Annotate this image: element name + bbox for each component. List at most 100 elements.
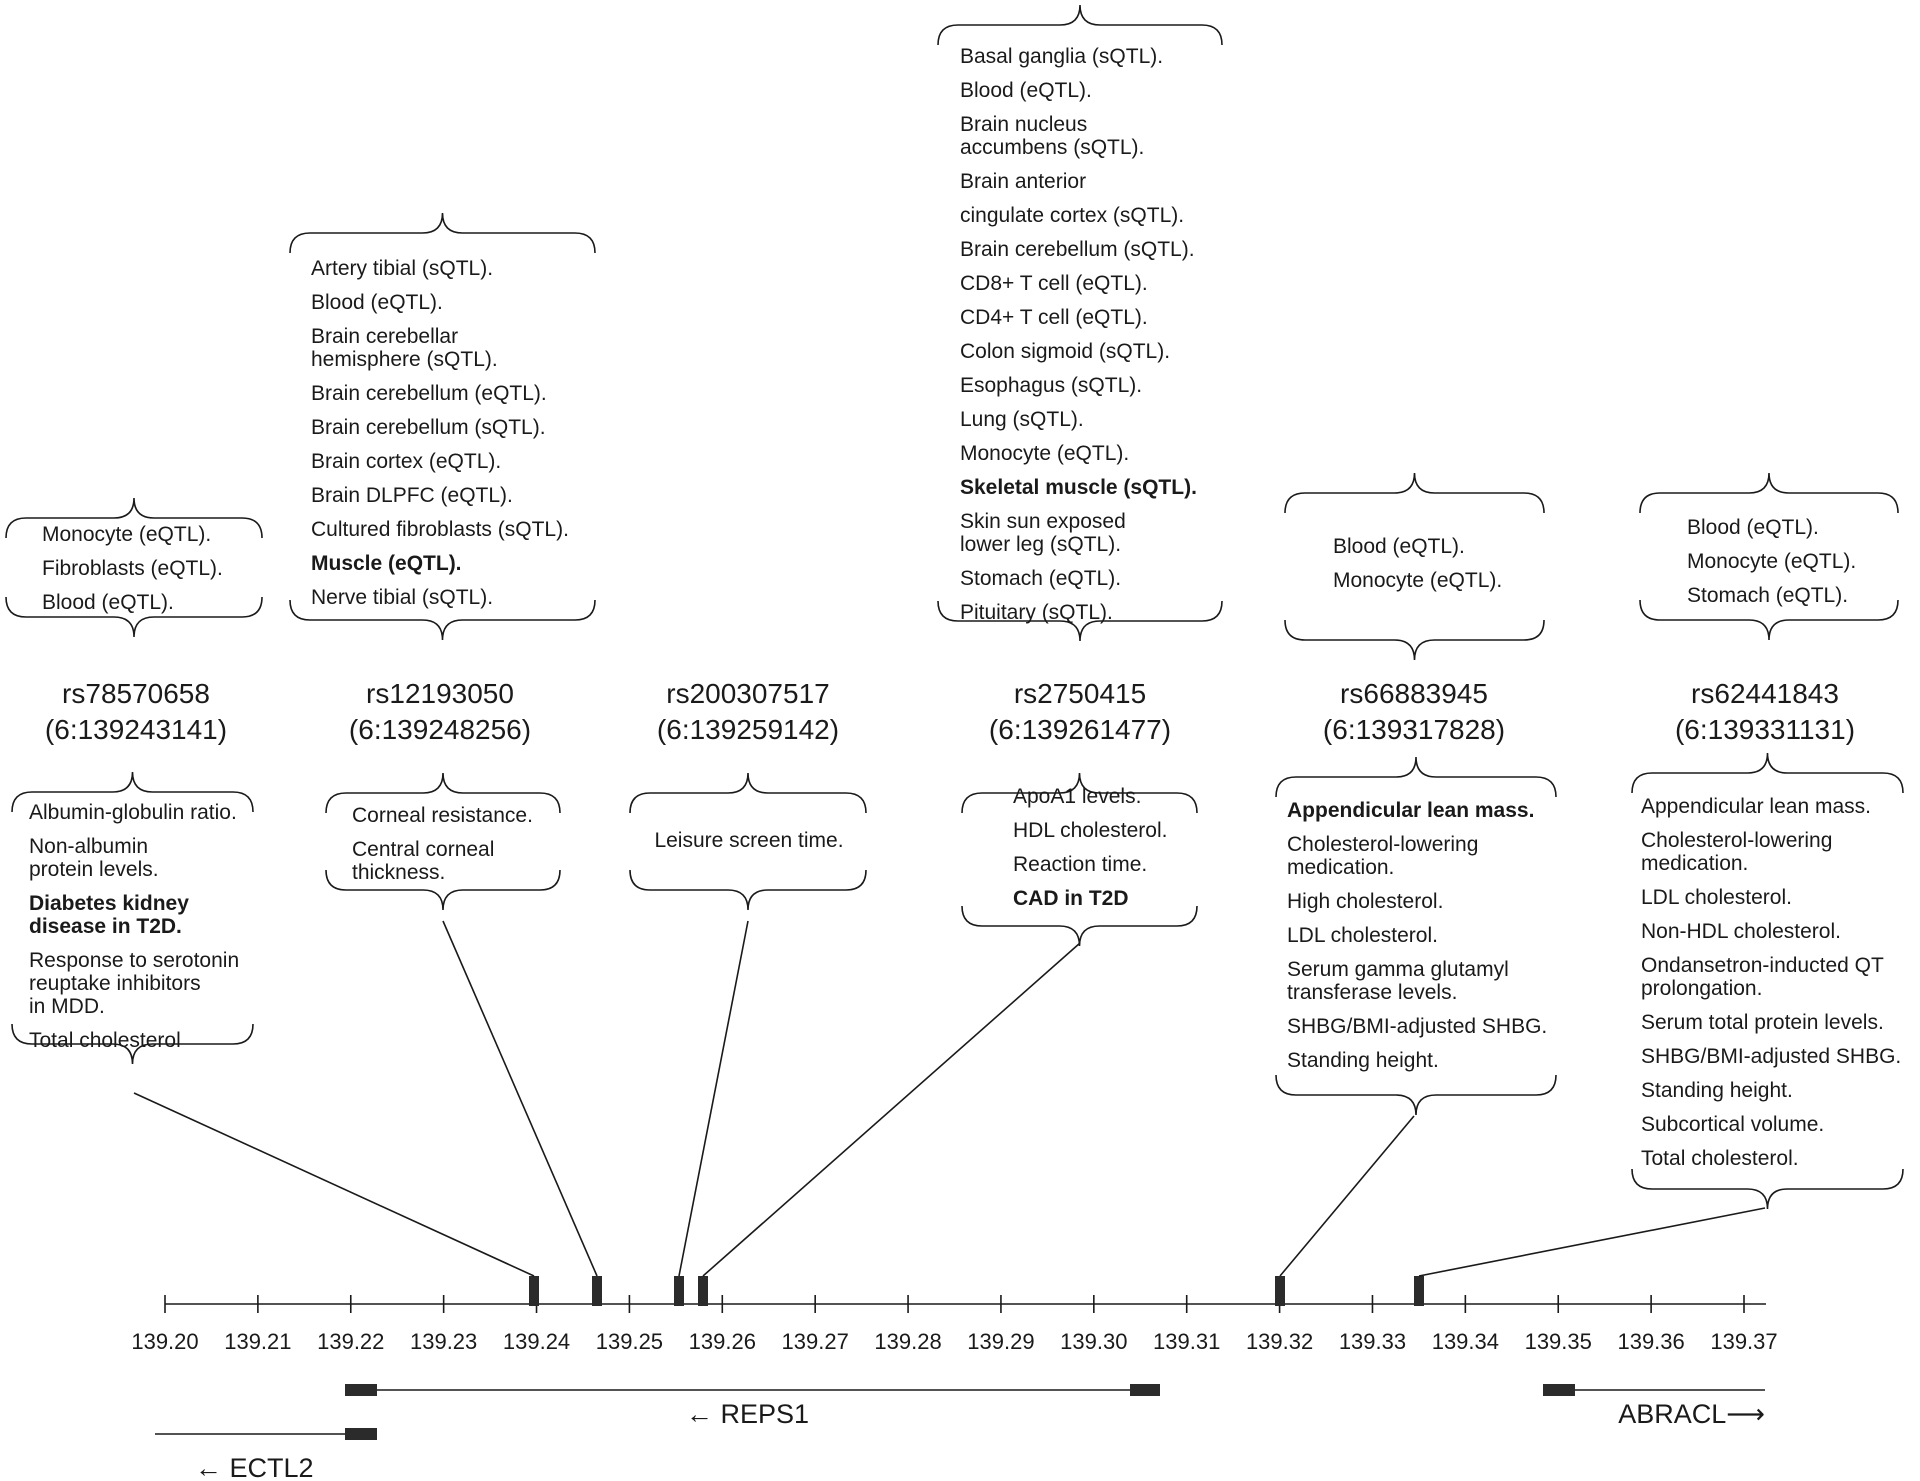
- list-item: Fibroblasts (eQTL).: [42, 557, 223, 580]
- axis-tick-label: 139.37: [1710, 1329, 1777, 1354]
- list-item: Corneal resistance.: [352, 804, 533, 827]
- trait-brace-bottom: [629, 869, 867, 911]
- snp-marker: [592, 1276, 602, 1306]
- axis-tick-label: 139.27: [782, 1329, 849, 1354]
- list-item: Blood (eQTL).: [42, 591, 174, 614]
- qtl-list: Basal ganglia (sQTL). Blood (eQTL). Brain …: [960, 45, 1197, 624]
- qtl-brace-top: [1639, 472, 1899, 514]
- axis-tick-label: 139.25: [596, 1329, 663, 1354]
- list-item: Monocyte (eQTL).: [1333, 569, 1502, 592]
- list-item: Monocyte (eQTL).: [960, 442, 1129, 465]
- list-item: Diabetes kidney disease in T2D.: [29, 892, 189, 938]
- list-item: Basal ganglia (sQTL).: [960, 45, 1163, 68]
- snp-leader-line: [678, 920, 749, 1277]
- list-item: Cholesterol-lowering medication.: [1287, 833, 1478, 879]
- gene-label: ABRACL⟶: [1618, 1399, 1765, 1429]
- snp-marker: [1414, 1276, 1424, 1306]
- list-item: Brain cerebellum (sQTL).: [960, 238, 1195, 261]
- snp-marker: [674, 1276, 684, 1306]
- gene-exon: [345, 1428, 377, 1440]
- snp-leader-line: [442, 920, 598, 1277]
- list-item: Brain nucleus accumbens (sQTL).: [960, 113, 1144, 159]
- trait-brace-top: [11, 771, 254, 813]
- trait-brace-bottom: [11, 1023, 254, 1065]
- qtl-list: Artery tibial (sQTL). Blood (eQTL). Brain …: [311, 257, 569, 609]
- snp-id: rs12193050: [366, 678, 514, 709]
- list-item: Non-HDL cholesterol.: [1641, 920, 1841, 943]
- trait-brace-bottom: [961, 905, 1198, 947]
- list-item: Blood (eQTL).: [1687, 516, 1819, 539]
- list-item: Total cholesterol: [29, 1029, 181, 1052]
- snp-leader-line: [133, 1092, 535, 1277]
- list-item: HDL cholesterol.: [1013, 819, 1167, 842]
- trait-brace-bottom: [1275, 1074, 1557, 1116]
- list-item: Blood (eQTL).: [1333, 535, 1465, 558]
- qtl-brace-bottom: [1639, 599, 1899, 641]
- qtl-brace-bottom: [1284, 619, 1545, 661]
- list-item: Nerve tibial (sQTL).: [311, 586, 493, 609]
- axis-tick-label: 139.26: [689, 1329, 756, 1354]
- list-item: Brain anterior: [960, 170, 1086, 193]
- list-item: Skeletal muscle (sQTL).: [960, 476, 1197, 499]
- list-item: Albumin-globulin ratio.: [29, 801, 237, 824]
- list-item: SHBG/BMI-adjusted SHBG.: [1641, 1045, 1901, 1068]
- axis-tick-label: 139.33: [1339, 1329, 1406, 1354]
- list-item: Central corneal thickness.: [352, 838, 494, 884]
- snp-leader-line: [702, 942, 1081, 1277]
- axis-tick-label: 139.20: [131, 1329, 198, 1354]
- list-item: Muscle (eQTL).: [311, 552, 462, 575]
- trait-list: Albumin-globulin ratio. Non-albumin protei…: [29, 801, 239, 1052]
- list-item: Stomach (eQTL).: [1687, 584, 1848, 607]
- axis-tick-label: 139.28: [874, 1329, 941, 1354]
- snp-id: rs66883945: [1340, 678, 1488, 709]
- axis-tick-label: 139.29: [967, 1329, 1034, 1354]
- trait-brace-top: [629, 772, 867, 814]
- list-item: Serum gamma glutamyl transferase levels.: [1287, 958, 1509, 1004]
- list-item: Appendicular lean mass.: [1287, 799, 1534, 822]
- list-item: Ondansetron-inducted QT prolongation.: [1641, 954, 1884, 1000]
- snp-id: rs2750415: [1014, 678, 1146, 709]
- qtl-brace-top: [289, 212, 596, 254]
- trait-brace-bottom: [1631, 1168, 1904, 1210]
- list-item: Pituitary (sQTL).: [960, 601, 1113, 624]
- snp-leader-line: [1279, 1115, 1415, 1277]
- axis-tick-label: 139.24: [503, 1329, 570, 1354]
- list-item: Artery tibial (sQTL).: [311, 257, 493, 280]
- list-item: ApoA1 levels.: [1013, 785, 1141, 808]
- axis-tick-label: 139.34: [1432, 1329, 1499, 1354]
- list-item: LDL cholesterol.: [1641, 886, 1792, 909]
- list-item: Leisure screen time.: [654, 829, 843, 852]
- trait-brace-top: [1275, 756, 1557, 798]
- list-item: Brain cortex (eQTL).: [311, 450, 501, 473]
- snp-position: (6:139317828): [1323, 714, 1505, 745]
- gene-exon: [1130, 1384, 1160, 1396]
- trait-brace-bottom: [325, 869, 561, 911]
- qtl-brace-bottom: [289, 599, 596, 641]
- snp-marker: [1275, 1276, 1285, 1306]
- list-item: Brain cerebellum (eQTL).: [311, 382, 547, 405]
- list-item: Standing height.: [1287, 1049, 1439, 1072]
- snp-position: (6:139243141): [45, 714, 227, 745]
- snp-position: (6:139248256): [349, 714, 531, 745]
- snp-position: (6:139259142): [657, 714, 839, 745]
- list-item: Brain cerebellum (sQTL).: [311, 416, 546, 439]
- list-item: Skin sun exposed lower leg (sQTL).: [960, 510, 1126, 556]
- snp-position: (6:139261477): [989, 714, 1171, 745]
- trait-brace-top: [961, 772, 1198, 814]
- axis-tick-label: 139.32: [1246, 1329, 1313, 1354]
- snp-marker: [698, 1276, 708, 1306]
- list-item: CD4+ T cell (eQTL).: [960, 306, 1148, 329]
- list-item: CD8+ T cell (eQTL).: [960, 272, 1148, 295]
- qtl-brace-top: [937, 4, 1223, 46]
- list-item: cingulate cortex (sQTL).: [960, 204, 1184, 227]
- axis-tick-label: 139.30: [1060, 1329, 1127, 1354]
- list-item: Subcortical volume.: [1641, 1113, 1824, 1136]
- trait-list: Appendicular lean mass. Cholesterol-lower…: [1641, 795, 1901, 1170]
- list-item: Response to serotonin reuptake inhibitors…: [29, 949, 239, 1018]
- list-item: High cholesterol.: [1287, 890, 1443, 913]
- list-item: Non-albumin protein levels.: [29, 835, 159, 881]
- qtl-brace-bottom: [937, 600, 1223, 642]
- gene-label: ← REPS1: [686, 1399, 809, 1429]
- list-item: Brain cerebellar hemisphere (sQTL).: [311, 325, 498, 371]
- axis-tick-label: 139.31: [1153, 1329, 1220, 1354]
